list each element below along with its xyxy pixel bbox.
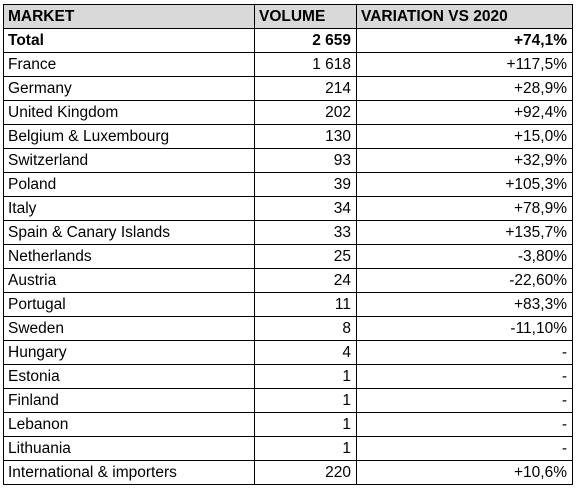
market-cell: Sweden (3, 316, 255, 341)
volume-cell: 93 (254, 148, 357, 173)
table-row: Austria 24 -22,60% (3, 268, 573, 293)
volume-cell: 220 (254, 460, 357, 485)
table-row: International & importers 220 +10,6% (3, 460, 573, 485)
volume-cell: 24 (254, 268, 357, 293)
volume-cell: 1 (254, 364, 357, 389)
volume-cell: 2 659 (254, 28, 357, 53)
table-row: Estonia 1- (3, 364, 573, 389)
column-header-volume: VOLUME (254, 4, 357, 29)
variation-cell: - (356, 340, 573, 365)
variation-cell: +78,9% (356, 196, 573, 221)
volume-cell: 130 (254, 124, 357, 149)
market-cell: Estonia (3, 364, 255, 389)
column-header-variation: VARIATION VS 2020 (356, 4, 573, 29)
market-cell: Finland (3, 388, 255, 413)
market-cell: Italy (3, 196, 255, 221)
table-row: Italy 34 +78,9% (3, 196, 573, 221)
variation-cell: - (356, 364, 573, 389)
total-row: Total 2 659 +74,1% (3, 28, 573, 53)
variation-cell: -11,10% (356, 316, 573, 341)
volume-cell: 39 (254, 172, 357, 197)
market-cell: Switzerland (3, 148, 255, 173)
variation-cell: +135,7% (356, 220, 573, 245)
volume-cell: 11 (254, 292, 357, 317)
variation-cell: +92,4% (356, 100, 573, 125)
table-row: Belgium & Luxembourg 130 +15,0% (3, 124, 573, 149)
volume-cell: 33 (254, 220, 357, 245)
table-row: Sweden 8 -11,10% (3, 316, 573, 341)
variation-cell: - (356, 388, 573, 413)
volume-cell: 1 (254, 436, 357, 461)
table-row: France 1 618 +117,5% (3, 52, 573, 77)
variation-cell: +74,1% (356, 28, 573, 53)
variation-cell: -22,60% (356, 268, 573, 293)
variation-cell: -3,80% (356, 244, 573, 269)
variation-cell: +105,3% (356, 172, 573, 197)
table-row: Lithuania 1- (3, 436, 573, 461)
variation-cell: +32,9% (356, 148, 573, 173)
table-row: Spain & Canary Islands 33 +135,7% (3, 220, 573, 245)
variation-cell: +10,6% (356, 460, 573, 485)
market-cell: United Kingdom (3, 100, 255, 125)
variation-cell: +28,9% (356, 76, 573, 101)
variation-cell: +83,3% (356, 292, 573, 317)
market-cell: Austria (3, 268, 255, 293)
market-cell: Lithuania (3, 436, 255, 461)
volume-cell: 1 (254, 412, 357, 437)
variation-cell: +117,5% (356, 52, 573, 77)
table-row: Hungary 4- (3, 340, 573, 365)
market-cell: Spain & Canary Islands (3, 220, 255, 245)
table-row: Finland 1- (3, 388, 573, 413)
volume-cell: 202 (254, 100, 357, 125)
market-cell: Netherlands (3, 244, 255, 269)
market-cell: Poland (3, 172, 255, 197)
market-cell: Portugal (3, 292, 255, 317)
volume-cell: 34 (254, 196, 357, 221)
volume-cell: 1 (254, 388, 357, 413)
market-volume-table: MARKET VOLUME VARIATION VS 2020 Total 2 6… (3, 4, 573, 485)
column-header-market: MARKET (3, 4, 255, 29)
market-cell: Germany (3, 76, 255, 101)
market-cell: Hungary (3, 340, 255, 365)
table-row: Netherlands 25 -3,80% (3, 244, 573, 269)
market-cell: Lebanon (3, 412, 255, 437)
market-cell: France (3, 52, 255, 77)
market-cell: Belgium & Luxembourg (3, 124, 255, 149)
market-cell: International & importers (3, 460, 255, 485)
table-row: Portugal 11 +83,3% (3, 292, 573, 317)
volume-cell: 25 (254, 244, 357, 269)
volume-cell: 214 (254, 76, 357, 101)
market-cell: Total (3, 28, 255, 53)
volume-cell: 4 (254, 340, 357, 365)
table-row: Poland 39 +105,3% (3, 172, 573, 197)
table-row: Germany 214 +28,9% (3, 76, 573, 101)
variation-cell: +15,0% (356, 124, 573, 149)
variation-cell: - (356, 436, 573, 461)
header-row: MARKET VOLUME VARIATION VS 2020 (3, 4, 573, 29)
table-row: Switzerland 93 +32,9% (3, 148, 573, 173)
table-row: Lebanon 1- (3, 412, 573, 437)
variation-cell: - (356, 412, 573, 437)
table-row: United Kingdom 202 +92,4% (3, 100, 573, 125)
volume-cell: 8 (254, 316, 357, 341)
volume-cell: 1 618 (254, 52, 357, 77)
